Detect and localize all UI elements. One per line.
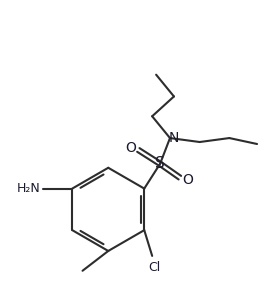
Text: H₂N: H₂N — [17, 182, 41, 195]
Text: O: O — [125, 141, 136, 155]
Text: Cl: Cl — [148, 261, 160, 274]
Text: N: N — [169, 131, 179, 145]
Text: S: S — [155, 156, 165, 171]
Text: O: O — [182, 173, 193, 187]
